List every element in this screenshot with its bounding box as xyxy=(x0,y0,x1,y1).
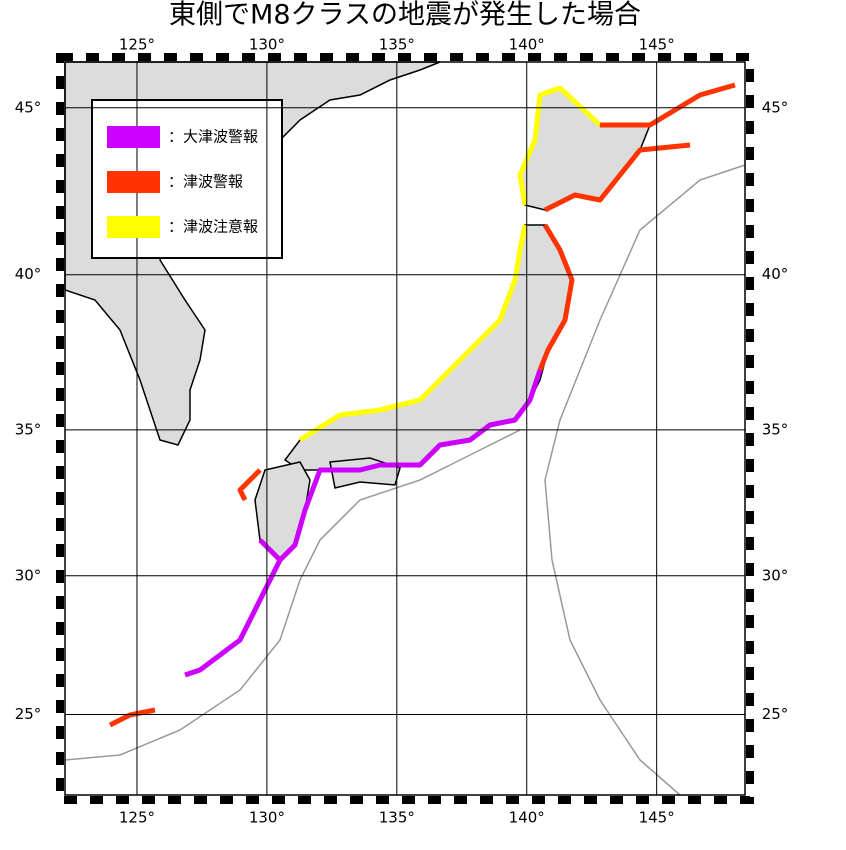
legend-label: ：津波警報 xyxy=(168,173,243,191)
y-tick-label: 30° xyxy=(762,566,789,584)
x-tick-label: 135° xyxy=(379,809,415,827)
y-tick-label: 35° xyxy=(762,420,789,438)
legend-swatch xyxy=(107,171,160,193)
x-tick-label: 140° xyxy=(509,36,545,54)
y-tick-label: 35° xyxy=(15,420,42,438)
x-tick-label: 130° xyxy=(249,809,285,827)
y-tick-label: 25° xyxy=(762,705,789,723)
y-tick-label: 40° xyxy=(762,265,789,283)
title: 東側でM8クラスの地震が発生した場合 xyxy=(169,0,641,31)
x-tick-label: 130° xyxy=(249,36,285,54)
legend-swatch xyxy=(107,126,160,148)
y-tick-label: 25° xyxy=(15,705,42,723)
x-tick-label: 140° xyxy=(509,809,545,827)
legend-swatch xyxy=(107,216,160,238)
y-tick-label: 45° xyxy=(15,98,42,116)
y-tick-label: 45° xyxy=(762,98,789,116)
trench xyxy=(64,164,746,796)
x-tick-label: 135° xyxy=(379,36,415,54)
legend-label: ：津波注意報 xyxy=(168,218,258,236)
x-tick-label: 125° xyxy=(119,809,155,827)
grid xyxy=(65,62,745,795)
y-tick-label: 40° xyxy=(15,265,42,283)
frame-checker xyxy=(56,53,754,804)
y-tick-label: 30° xyxy=(15,566,42,584)
x-tick-label: 145° xyxy=(639,36,675,54)
x-tick-label: 145° xyxy=(639,809,675,827)
x-tick-label: 125° xyxy=(119,36,155,54)
legend-label: ：大津波警報 xyxy=(168,128,258,146)
frame xyxy=(64,61,746,796)
